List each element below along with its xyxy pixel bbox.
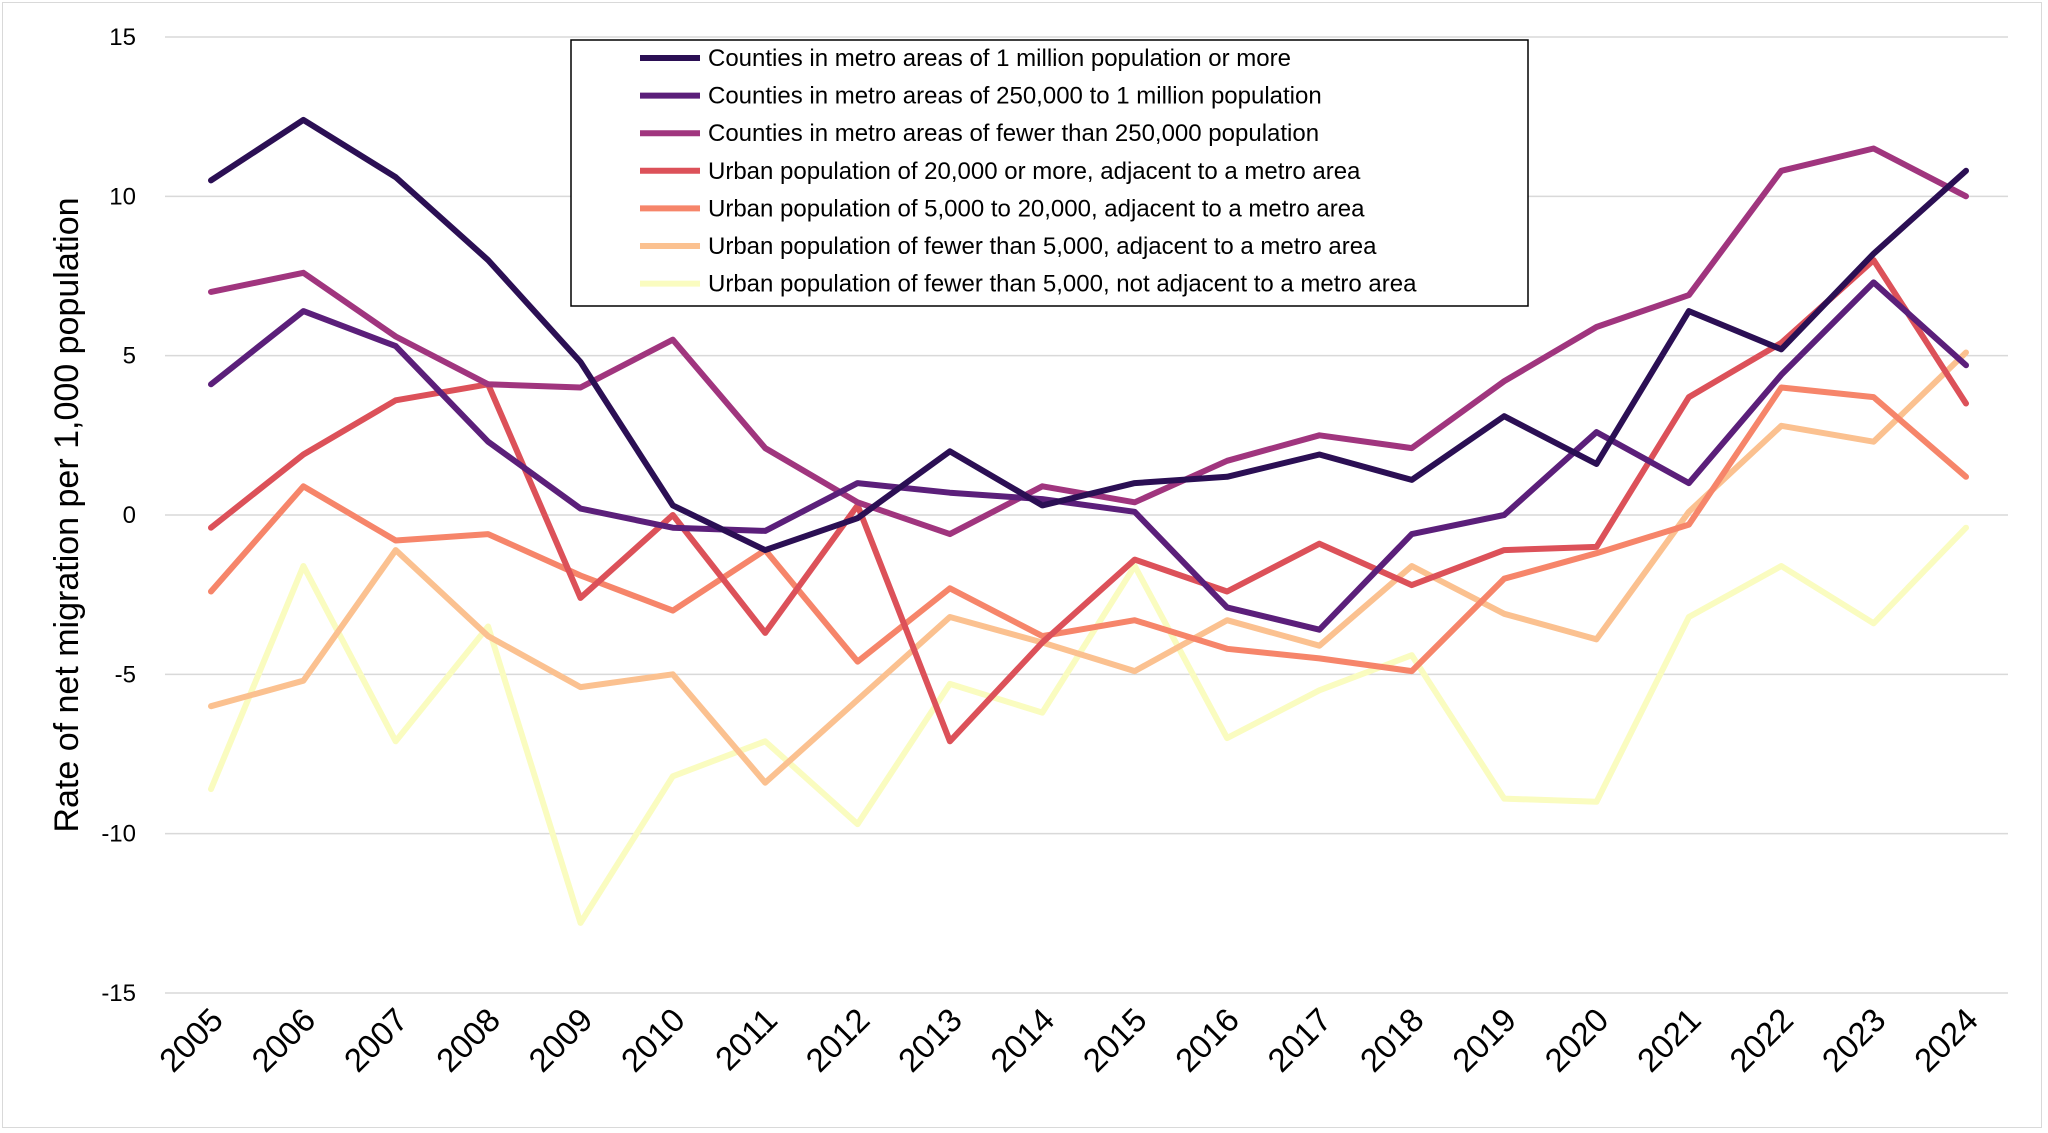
x-axis-ticks: 2005 2006 2007 2008 2009 2010 2011 2012 2013 2014… — [152, 1001, 1985, 1079]
series-line — [208, 279, 1969, 633]
y-tick-label: -15 — [101, 980, 136, 1007]
legend-entry: Counties in metro areas of 250,000 to 1 … — [708, 83, 1322, 110]
x-tick-label: 2015 — [1076, 1001, 1154, 1079]
legend-entry: Urban population of fewer than 5,000, ad… — [708, 233, 1377, 260]
x-tick-label: 2018 — [1353, 1001, 1431, 1079]
x-tick-label: 2008 — [429, 1001, 507, 1079]
legend-entry: Urban population of fewer than 5,000, no… — [708, 271, 1417, 298]
x-tick-label: 2022 — [1722, 1001, 1800, 1079]
x-tick-label: 2006 — [244, 1001, 322, 1079]
y-tick-label: -5 — [115, 661, 136, 688]
series-line — [208, 257, 1969, 745]
x-tick-label: 2019 — [1445, 1001, 1523, 1079]
series-lines — [208, 116, 1969, 926]
x-tick-label: 2020 — [1537, 1001, 1615, 1079]
x-tick-label: 2014 — [983, 1001, 1061, 1079]
x-tick-label: 2023 — [1815, 1001, 1893, 1079]
y-axis-label: Rate of net migration per 1,000 populati… — [48, 197, 86, 832]
legend-entry: Urban population of 5,000 to 20,000, adj… — [708, 195, 1365, 222]
y-tick-label: 0 — [123, 502, 136, 529]
y-tick-label: 15 — [109, 24, 136, 51]
x-tick-label: 2016 — [1168, 1001, 1246, 1079]
series-line — [208, 524, 1969, 926]
legend: Counties in metro areas of 1 million pop… — [570, 39, 1529, 307]
series-line — [208, 384, 1969, 675]
x-tick-label: 2024 — [1907, 1001, 1985, 1079]
series-line — [208, 349, 1969, 786]
x-tick-label: 2017 — [1260, 1001, 1338, 1079]
x-tick-label: 2010 — [614, 1001, 692, 1079]
x-tick-label: 2009 — [521, 1001, 599, 1079]
legend-box — [570, 39, 1529, 307]
x-tick-label: 2005 — [152, 1001, 230, 1079]
y-tick-label: -10 — [101, 821, 136, 848]
legend-entry: Counties in metro areas of fewer than 25… — [708, 120, 1319, 147]
x-tick-label: 2013 — [891, 1001, 969, 1079]
legend-entry: Counties in metro areas of 1 million pop… — [708, 45, 1291, 72]
y-tick-label: 5 — [123, 343, 136, 370]
x-tick-label: 2012 — [798, 1001, 876, 1079]
y-tick-label: 10 — [109, 183, 136, 210]
x-tick-label: 2011 — [708, 1001, 784, 1077]
x-tick-label: 2021 — [1630, 1001, 1708, 1079]
gridlines — [165, 36, 2008, 994]
y-axis-ticks: 15 10 5 0 -5 -10 -15 — [101, 24, 136, 1007]
x-tick-label: 2007 — [337, 1001, 415, 1079]
legend-entry: Urban population of 20,000 or more, adja… — [708, 158, 1361, 185]
series-line — [208, 116, 1969, 554]
